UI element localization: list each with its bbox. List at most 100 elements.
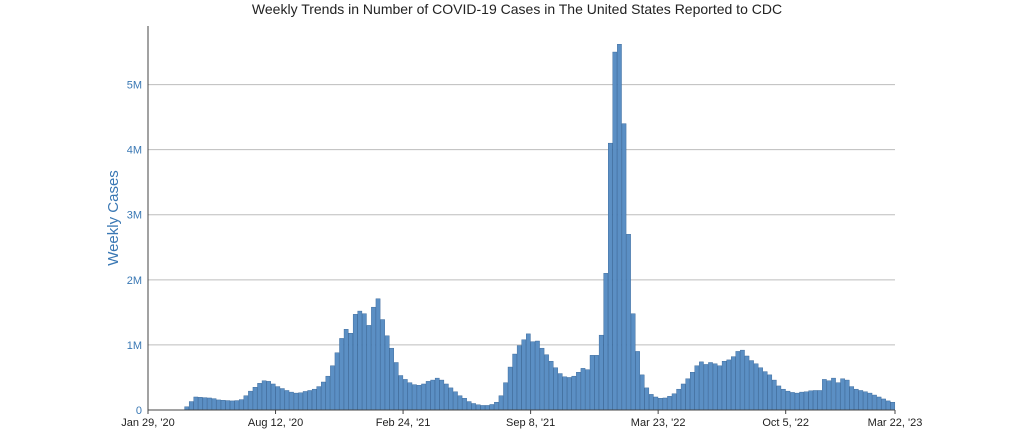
bar-week-106[interactable] [630,313,636,411]
bar-week-88[interactable] [548,360,554,411]
bar-week-150[interactable] [831,377,836,411]
bar-week-134[interactable] [758,367,763,411]
bar-week-131[interactable] [744,355,750,411]
bar-week-47[interactable] [362,313,367,411]
bar-week-26[interactable] [266,381,271,411]
bar-week-94[interactable] [576,372,581,411]
bar-week-70[interactable] [466,401,472,411]
bar-week-78[interactable] [503,382,508,411]
bar-week-133[interactable] [753,363,759,411]
bar-week-99[interactable] [598,334,604,411]
bar-week-136[interactable] [767,374,773,411]
bar-week-104[interactable] [621,123,627,411]
bar-week-53[interactable] [389,347,394,411]
bar-week-79[interactable] [507,366,513,411]
bar-week-117[interactable] [680,383,686,411]
bar-week-128[interactable] [731,356,736,411]
bar-week-66[interactable] [448,387,454,411]
bar-week-148[interactable] [822,379,827,411]
bar-week-82[interactable] [521,339,527,411]
bar-week-122[interactable] [703,364,709,411]
bar-week-39[interactable] [325,375,331,411]
bar-week-100[interactable] [603,273,609,411]
bar-week-143[interactable] [799,391,804,411]
bar-week-64[interactable] [439,379,445,411]
bar-week-34[interactable] [302,391,308,411]
bar-week-36[interactable] [311,388,317,411]
bar-week-105[interactable] [626,234,631,411]
bar-week-132[interactable] [749,360,754,411]
bar-week-14[interactable] [211,398,217,411]
bar-week-87[interactable] [544,354,549,411]
bar-week-56[interactable] [403,379,408,411]
bar-week-149[interactable] [826,380,832,411]
bar-week-140[interactable] [785,390,791,411]
bar-week-141[interactable] [790,392,795,411]
bar-week-156[interactable] [858,390,864,411]
bar-week-138[interactable] [776,385,782,411]
bar-week-154[interactable] [849,386,855,411]
bar-week-108[interactable] [639,374,645,411]
bar-week-93[interactable] [571,375,577,411]
bar-week-84[interactable] [530,341,536,411]
bar-week-28[interactable] [275,386,281,411]
bar-week-76[interactable] [494,401,499,411]
bar-week-115[interactable] [671,393,677,411]
bar-week-110[interactable] [649,394,654,411]
bar-week-126[interactable] [721,360,727,411]
bar-week-118[interactable] [685,378,691,411]
bar-week-62[interactable] [430,379,435,411]
bar-week-72[interactable] [475,404,481,411]
bar-week-10[interactable] [193,396,199,411]
bar-week-127[interactable] [726,359,732,411]
bar-week-15[interactable] [216,399,221,411]
bar-week-124[interactable] [712,363,718,411]
bar-week-160[interactable] [876,396,882,411]
bar-week-85[interactable] [535,340,540,411]
bar-week-116[interactable] [676,388,681,411]
bar-week-114[interactable] [667,396,672,411]
bar-week-155[interactable] [853,388,859,411]
bar-week-90[interactable] [557,373,563,411]
bar-week-91[interactable] [562,376,568,411]
bar-week-159[interactable] [872,394,877,411]
bar-week-68[interactable] [457,395,463,411]
bar-week-13[interactable] [207,397,212,411]
bar-week-18[interactable] [229,400,235,411]
bar-week-49[interactable] [371,306,376,411]
bar-week-120[interactable] [694,365,700,411]
bar-week-129[interactable] [735,351,741,411]
bar-week-67[interactable] [453,391,458,411]
bar-week-20[interactable] [239,399,244,411]
bar-week-98[interactable] [594,355,599,411]
bar-week-65[interactable] [444,383,449,411]
bar-week-153[interactable] [844,379,850,411]
bar-week-71[interactable] [471,403,476,411]
bar-week-119[interactable] [690,372,695,411]
bar-week-51[interactable] [380,319,385,411]
bar-week-95[interactable] [580,368,586,411]
bar-week-157[interactable] [863,391,868,411]
bar-week-45[interactable] [352,314,358,411]
bar-week-77[interactable] [498,395,504,411]
bar-week-42[interactable] [339,338,344,411]
bar-week-111[interactable] [653,396,659,411]
bar-week-151[interactable] [835,382,841,411]
bar-week-96[interactable] [585,369,590,411]
bar-week-137[interactable] [772,379,777,411]
bar-week-30[interactable] [284,390,290,411]
bar-week-31[interactable] [289,391,294,411]
bar-week-21[interactable] [243,395,249,411]
bar-week-17[interactable] [225,400,231,411]
bar-week-162[interactable] [885,400,891,411]
bar-week-59[interactable] [416,385,422,411]
bar-week-139[interactable] [781,388,786,411]
bar-week-125[interactable] [717,365,722,411]
bar-week-25[interactable] [261,380,267,411]
bar-week-48[interactable] [366,325,372,411]
bar-week-112[interactable] [658,398,663,411]
bar-week-152[interactable] [840,378,845,411]
bar-week-27[interactable] [270,383,276,411]
bar-week-158[interactable] [867,392,873,411]
bar-week-44[interactable] [348,333,353,411]
